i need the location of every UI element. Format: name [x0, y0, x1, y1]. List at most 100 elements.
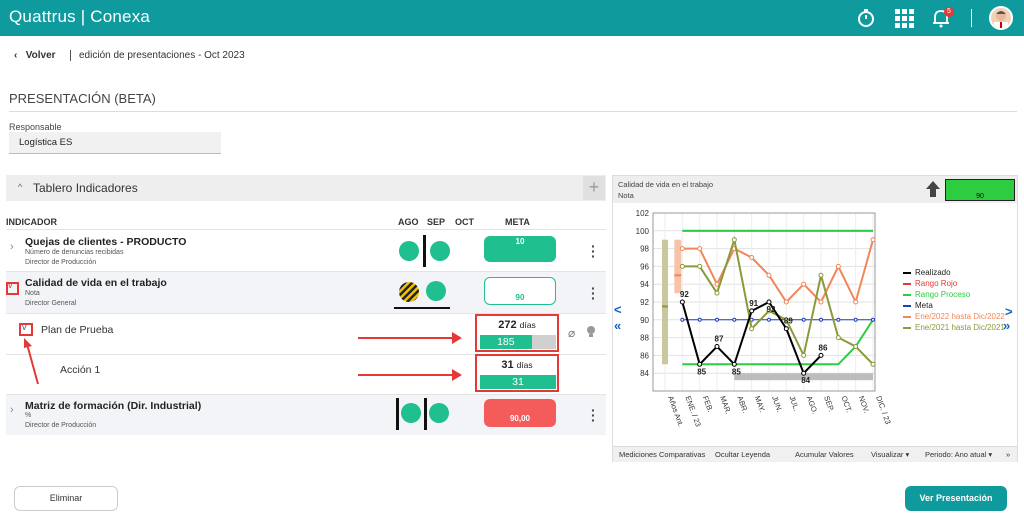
legend-entry[interactable]: Ene/2021 hasta Dic/2021	[903, 323, 1005, 334]
stopwatch-icon[interactable]	[856, 8, 876, 28]
plan-row[interactable]: v Plan de Prueba ⌀	[6, 314, 606, 354]
data-point	[835, 263, 841, 269]
action-row[interactable]: Acción 1	[6, 355, 606, 394]
data-point	[679, 299, 685, 305]
comparative-button[interactable]: Mediciones Comparativas	[619, 450, 706, 459]
legend-entry[interactable]: Rango Rojo	[903, 279, 1005, 290]
more-options-icon[interactable]: · · ·	[591, 238, 596, 264]
series-line	[682, 239, 874, 305]
indicator-title[interactable]: Quejas de clientes - PRODUCTO	[25, 236, 187, 248]
chevron-down-icon[interactable]: v	[8, 280, 13, 290]
header-month-ago: AGO	[398, 217, 419, 227]
delete-button[interactable]: Eliminar	[14, 486, 118, 511]
more-options-icon[interactable]: · · ·	[591, 280, 596, 306]
lightbulb-icon[interactable]	[586, 325, 596, 338]
arrow-head-icon	[452, 332, 462, 344]
y-tick-label: 94	[640, 280, 649, 289]
data-point	[801, 281, 807, 287]
paperclip-icon[interactable]: ⌀	[568, 326, 576, 340]
meta-badge[interactable]: 90	[484, 277, 556, 305]
status-dot-sep[interactable]	[429, 403, 449, 423]
chevron-down-icon[interactable]: v	[22, 322, 27, 332]
plan-progress-fill: 185	[480, 335, 532, 349]
notification-badge: 5	[944, 7, 954, 17]
view-presentation-button[interactable]: Ver Presentación	[905, 486, 1007, 511]
legend-swatch	[903, 326, 911, 329]
annotation-arrow	[24, 338, 39, 385]
status-dot-ago[interactable]	[401, 403, 421, 423]
tablero-header[interactable]: ^ Tablero Indicadores	[6, 175, 606, 201]
top-bar: Quattrus | Conexa 5	[0, 0, 1024, 36]
legend-label: Rango Rojo	[915, 279, 958, 288]
data-point	[853, 317, 858, 322]
current-period-marker	[423, 235, 426, 267]
legend-entry[interactable]: Realizado	[903, 268, 1005, 279]
data-point	[732, 317, 737, 322]
header-meta: META	[505, 217, 530, 227]
indicator-owner: Director General	[25, 300, 77, 307]
chevron-right-icon[interactable]: >	[1005, 304, 1013, 319]
status-dot-sep[interactable]	[426, 281, 446, 301]
data-label: 84	[801, 376, 810, 385]
meta-badge[interactable]: 10	[484, 236, 556, 262]
legend-swatch	[903, 293, 911, 296]
data-point	[818, 299, 824, 305]
legend-entry[interactable]: Meta	[903, 301, 1005, 312]
data-point	[783, 299, 789, 305]
divider	[6, 354, 606, 355]
double-chevron-right-icon[interactable]: »	[1003, 318, 1011, 333]
data-point	[870, 237, 876, 243]
responsable-field[interactable]: Logística ES	[9, 132, 221, 154]
indicator-owner: Director de Producción	[25, 422, 97, 429]
indicator-row[interactable]: › Quejas de clientes - PRODUCTO Número d…	[6, 230, 606, 271]
action-days-box[interactable]: 31 días 31	[475, 354, 559, 392]
data-point	[801, 370, 807, 376]
meta-badge[interactable]: 90,00	[484, 399, 556, 427]
indicator-title[interactable]: Calidad de vida en el trabajo	[25, 277, 167, 289]
data-point	[766, 272, 772, 278]
plan-days-box[interactable]: 272 días 185	[475, 314, 559, 352]
apps-grid-icon[interactable]	[894, 8, 914, 28]
data-point	[853, 344, 859, 349]
indicator-row[interactable]: › Matriz de formación (Dir. Industrial) …	[6, 395, 606, 435]
striped-status-dot[interactable]	[398, 281, 420, 303]
back-button[interactable]: ‹ Volver	[14, 50, 56, 61]
legend-label: Meta	[915, 301, 933, 310]
more-options-icon[interactable]: · · ·	[591, 402, 596, 428]
data-point	[714, 344, 720, 349]
x-tick-label: MAY.	[753, 395, 767, 414]
legend-label: Ene/2022 hasta Dic/2022	[915, 312, 1005, 321]
legend-entry[interactable]: Ene/2022 hasta Dic/2022	[903, 312, 1005, 323]
add-indicator-button[interactable]: +	[583, 176, 605, 200]
x-tick-label: MAR.	[718, 395, 733, 416]
action-label[interactable]: Acción 1	[60, 364, 101, 376]
app-brand[interactable]: Quattrus | Conexa	[9, 7, 151, 26]
visualize-dropdown[interactable]: Visualizar ▾	[871, 450, 910, 459]
double-chevron-left-icon[interactable]: «	[614, 318, 622, 333]
line-chart[interactable]: 84 86 88 90 92 94 96 98 100 102 Años Ant.ENE. / 23…	[613, 203, 1017, 446]
hide-legend-button[interactable]: Ocultar Leyenda	[715, 450, 771, 459]
chevron-right-icon[interactable]: ›	[10, 241, 14, 253]
avatar[interactable]	[989, 6, 1013, 30]
period-dropdown[interactable]: Periodo: Ano atual ▾	[925, 450, 993, 459]
chart-panel: Calidad de vida en el trabajo Nota 90 84…	[612, 175, 1018, 462]
indicator-title[interactable]: Matriz de formación (Dir. Industrial)	[25, 400, 202, 412]
data-point	[766, 299, 772, 305]
chart-title: Calidad de vida en el trabajo	[618, 180, 714, 189]
status-dot-ago[interactable]	[399, 241, 419, 261]
x-tick-label: SEP.	[822, 395, 836, 413]
indicator-row[interactable]: v Calidad de vida en el trabajo Nota Dir…	[6, 272, 606, 313]
plan-label[interactable]: Plan de Prueba	[41, 324, 114, 336]
legend-entry[interactable]: Rango Proceso	[903, 290, 1005, 301]
accumulate-button[interactable]: Acumular Valores	[795, 450, 854, 459]
more-chevron-icon[interactable]: »	[1006, 450, 1011, 459]
chevron-left-icon[interactable]: <	[614, 302, 622, 317]
x-tick-label: NOV.	[857, 395, 871, 415]
x-tick-label: ENE. / 23	[683, 395, 702, 428]
data-label: 91	[749, 299, 758, 308]
x-tick-label: ABR.	[735, 395, 749, 415]
chevron-right-icon[interactable]: ›	[10, 404, 14, 416]
data-point	[835, 335, 841, 341]
status-dot-sep[interactable]	[430, 241, 450, 261]
data-point	[715, 317, 719, 322]
